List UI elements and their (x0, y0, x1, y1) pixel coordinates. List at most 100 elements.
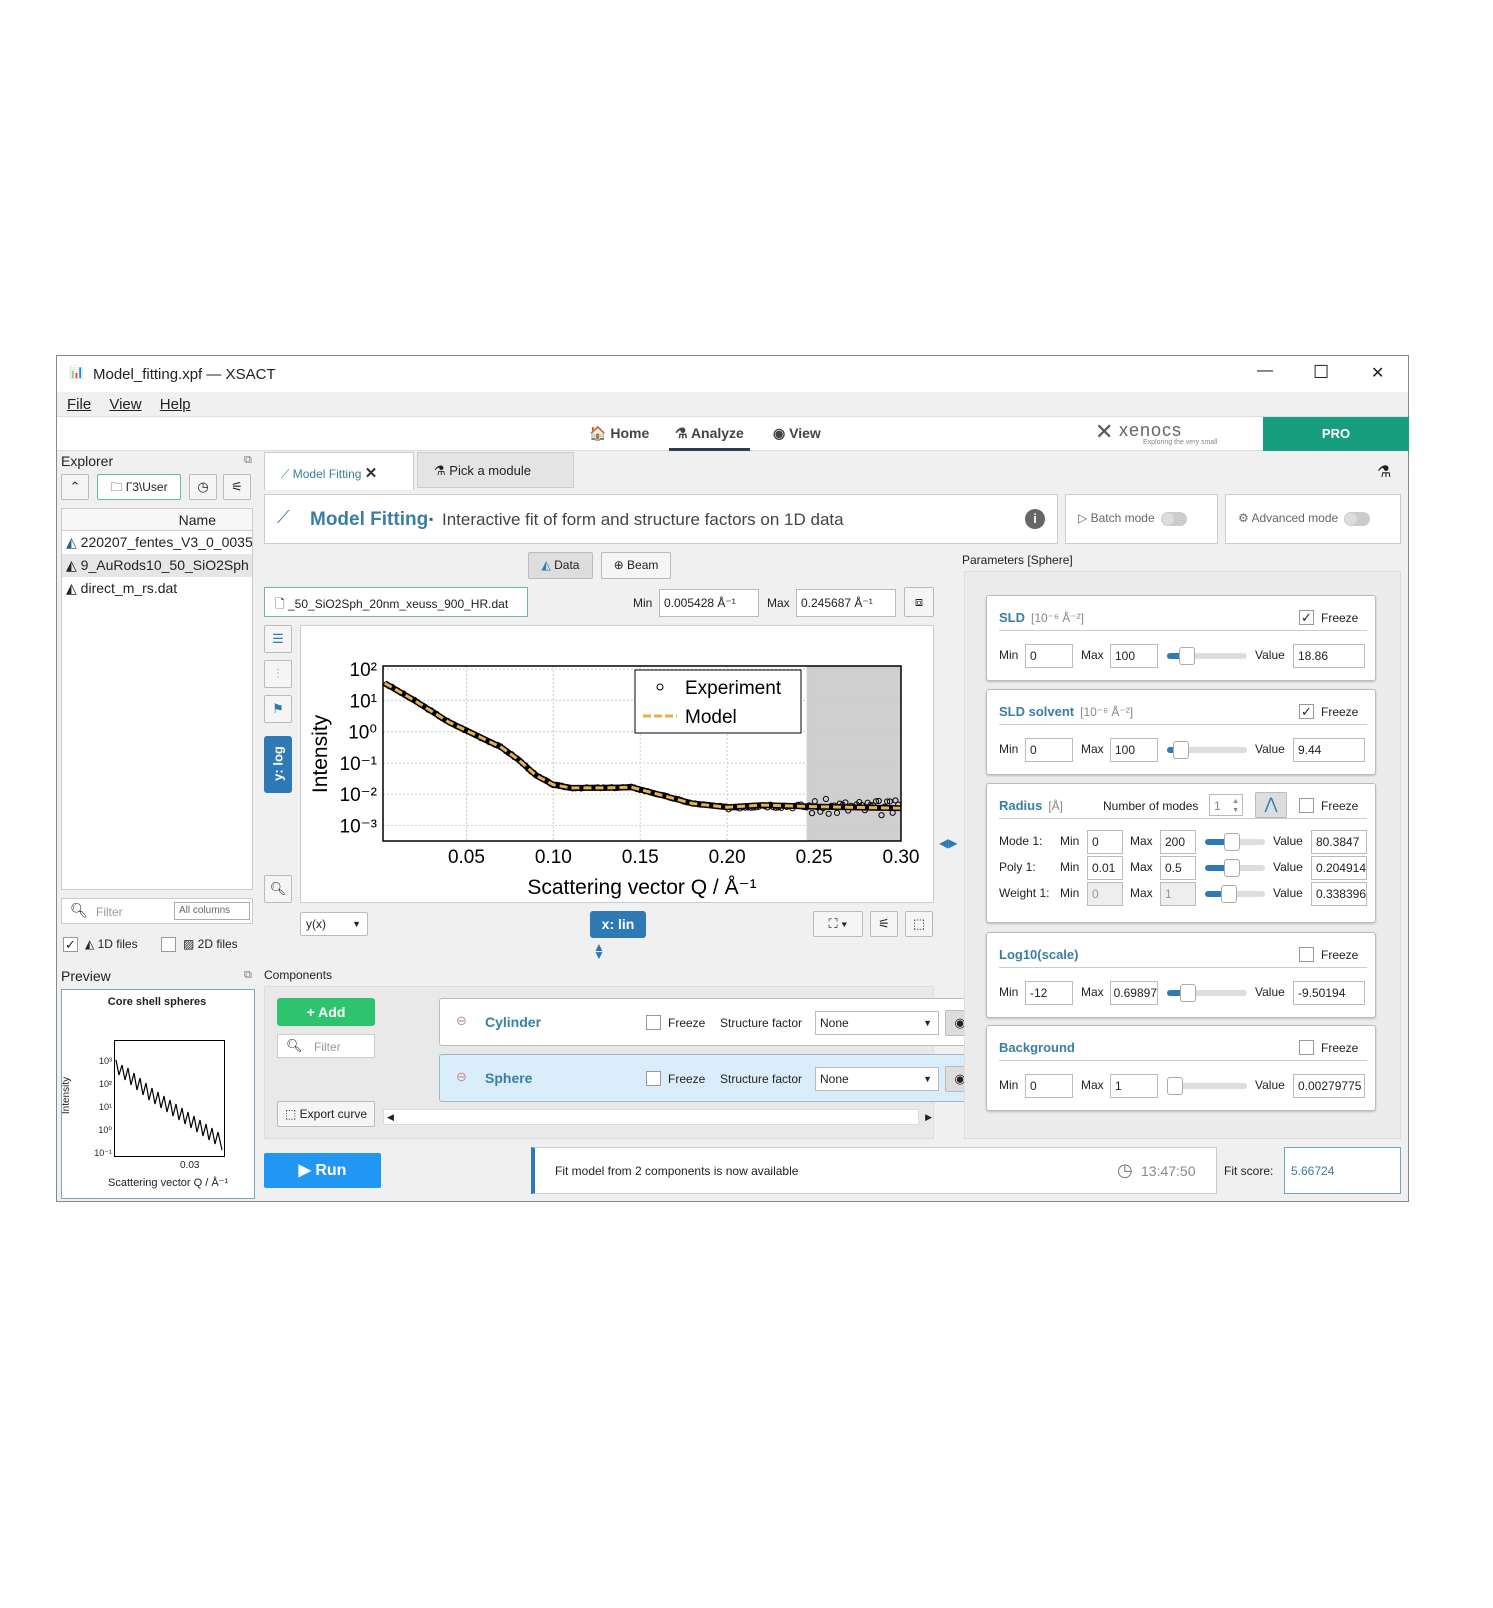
error-bars-button[interactable]: ⫶ (264, 660, 292, 688)
settings-sliders-button[interactable]: ⚟ (223, 474, 251, 500)
batch-mode-toggle[interactable]: ▷ Batch mode (1065, 494, 1218, 544)
value-input[interactable]: 9.44 (1293, 738, 1365, 762)
max-input[interactable]: 1 (1110, 1074, 1158, 1098)
component-cylinder[interactable]: ⊖ Cylinder Freeze Structure factor None ▼… (439, 998, 977, 1046)
nav-home[interactable]: 🏠 Home (589, 425, 650, 441)
close-tab-icon[interactable]: ✕ (364, 465, 378, 482)
minimize-button[interactable]: — (1257, 362, 1273, 379)
min-input[interactable]: 0 (1087, 882, 1123, 906)
component-filter[interactable]: 🔍︎ Filter (277, 1034, 375, 1058)
zoom-button[interactable]: 🔍︎ (264, 875, 292, 903)
value-slider[interactable] (1167, 741, 1247, 759)
2d-files-checkbox[interactable] (161, 937, 176, 952)
structure-factor-select[interactable]: None ▼ (815, 1067, 939, 1091)
min-input[interactable]: 0 (1025, 1074, 1073, 1098)
toggle-switch[interactable] (1344, 511, 1371, 526)
qmax-input[interactable]: 0.245687 Å⁻¹ (796, 589, 896, 617)
structure-factor-select[interactable]: None ▼ (815, 1011, 939, 1035)
fit-range-button[interactable]: ⧈ (904, 587, 934, 617)
menu-view[interactable]: View (109, 396, 142, 413)
marker-button[interactable]: ⚑ (264, 695, 292, 723)
undock-icon[interactable]: ⧉ (244, 454, 252, 466)
menu-file[interactable]: File (67, 396, 92, 413)
min-input[interactable]: 0 (1025, 738, 1073, 762)
close-button[interactable]: ✕ (1371, 365, 1385, 382)
max-input[interactable]: 100 (1110, 738, 1158, 762)
freeze-checkbox[interactable] (1299, 947, 1314, 962)
y-scale-toggle[interactable]: y: log (264, 736, 292, 793)
value-input[interactable]: 0.338396 (1311, 882, 1367, 906)
nav-analyze[interactable]: ⚗ Analyze (669, 417, 750, 451)
value-input[interactable]: 18.86 (1293, 644, 1365, 668)
freeze-checkbox[interactable]: ✓ (1299, 610, 1314, 625)
beam-button[interactable]: ⊕ Beam (601, 552, 671, 579)
export-curve-button[interactable]: ⬚ Export curve (277, 1101, 375, 1127)
component-sphere[interactable]: ⊖ Sphere Freeze Structure factor None ▼ ◉ (439, 1054, 977, 1102)
max-input[interactable]: 1 (1160, 882, 1196, 906)
undock-icon[interactable]: ⧉ (244, 969, 252, 981)
components-scrollbar[interactable]: ◀ ▶ (383, 1109, 932, 1125)
max-input[interactable]: 0.69897 (1110, 981, 1158, 1005)
legend-toggle-button[interactable]: ☰ (264, 625, 292, 653)
data-button[interactable]: ◭ Data (528, 552, 593, 579)
export-plot-button[interactable]: ⬚ (905, 911, 933, 937)
x-scale-toggle[interactable]: x: lin (590, 911, 646, 938)
advanced-mode-toggle[interactable]: ⚙ Advanced mode (1225, 494, 1401, 544)
panel-splitter-icon[interactable]: ◀▶ (939, 836, 958, 850)
info-icon[interactable]: i (1025, 509, 1045, 529)
remove-icon[interactable]: ⊖ (456, 1013, 467, 1028)
file-item[interactable]: ◭ 220207_fentes_V3_0_0035 (66, 534, 252, 550)
min-input[interactable]: 0.01 (1087, 856, 1123, 880)
value-slider[interactable] (1205, 859, 1265, 877)
path-button[interactable]: 🗀 Г3\User (97, 474, 181, 500)
max-input[interactable]: 0.5 (1160, 856, 1196, 880)
max-input[interactable]: 200 (1160, 830, 1196, 854)
freeze-checkbox[interactable] (646, 1015, 661, 1030)
explorer-filter[interactable]: 🔍︎ Filter All columns (61, 898, 253, 924)
freeze-checkbox[interactable] (1299, 798, 1314, 813)
value-slider[interactable] (1167, 984, 1247, 1002)
freeze-checkbox[interactable] (646, 1071, 661, 1086)
scroll-left-icon[interactable]: ◀ (387, 1112, 394, 1122)
up-folder-button[interactable]: ⌃ (61, 474, 89, 500)
menu-help[interactable]: Help (159, 396, 191, 413)
zoom-region-button[interactable]: ⛶ ▾ (813, 911, 863, 937)
file-item[interactable]: ◭ 9_AuRods10_50_SiO2Sph (62, 554, 252, 577)
value-input[interactable]: 0.00279775 (1293, 1074, 1365, 1098)
nav-view[interactable]: ◉ View (773, 425, 821, 441)
freeze-checkbox[interactable]: ✓ (1299, 704, 1314, 719)
remove-icon[interactable]: ⊖ (456, 1069, 467, 1084)
add-component-button[interactable]: + Add (277, 998, 375, 1026)
value-slider[interactable] (1205, 885, 1265, 903)
value-slider[interactable] (1205, 833, 1265, 851)
flask-icon[interactable]: ⚗ (1377, 464, 1392, 481)
plot-settings-button[interactable]: ⚟ (870, 911, 898, 937)
min-input[interactable]: 0 (1087, 830, 1123, 854)
data-file-selector[interactable]: 🗋 _50_SiO2Sph_20nm_xeuss_900_HR.dat (264, 587, 528, 617)
min-input[interactable]: -12 (1025, 981, 1073, 1005)
value-input[interactable]: 80.3847 (1311, 830, 1367, 854)
scroll-right-icon[interactable]: ▶ (925, 1112, 932, 1122)
toggle-switch[interactable] (1160, 511, 1187, 526)
max-input[interactable]: 100 (1110, 644, 1158, 668)
value-slider[interactable] (1167, 1077, 1247, 1095)
1d-files-checkbox[interactable]: ✓ (63, 937, 78, 952)
qmin-input[interactable]: 0.005428 Å⁻¹ (659, 589, 759, 617)
plot-mode-select[interactable]: y(x) ▼ (300, 912, 368, 936)
column-header-name[interactable]: Name (62, 509, 252, 531)
min-input[interactable]: 0 (1025, 644, 1073, 668)
history-button[interactable]: ◷ (189, 474, 217, 500)
maximize-button[interactable]: ☐ (1313, 362, 1330, 382)
main-plot[interactable]: 0.05 0.10 0.15 0.20 0.25 0.30 10² 10¹ 10⁰ 10⁻¹ 10⁻… (300, 625, 934, 903)
file-item[interactable]: ◭ direct_m_rs.dat (66, 580, 178, 596)
distribution-button[interactable]: ⋀ (1255, 792, 1287, 818)
tab-model-fitting[interactable]: ⟋ Model Fitting ✕ (264, 452, 414, 490)
splitter-handle-icon[interactable]: ▲ ▼ (593, 940, 605, 962)
filter-scope-select[interactable]: All columns (174, 902, 250, 920)
freeze-checkbox[interactable] (1299, 1040, 1314, 1055)
value-input[interactable]: 0.204914 (1311, 856, 1367, 880)
modes-spinbox[interactable]: 1 ▲ ▼ (1209, 794, 1243, 816)
value-slider[interactable] (1167, 647, 1247, 665)
value-input[interactable]: -9.50194 (1293, 981, 1365, 1005)
tab-pick-module[interactable]: ⚗ Pick a module (417, 452, 574, 488)
